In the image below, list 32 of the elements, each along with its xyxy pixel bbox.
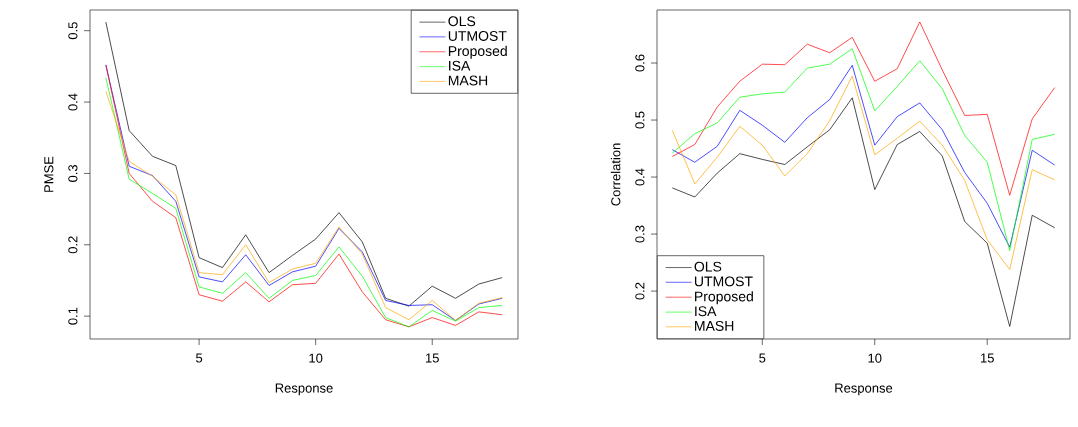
legend-label: OLS [448, 16, 476, 27]
line-series [671, 21, 1056, 196]
y-tick-label: 0.3 [68, 164, 78, 182]
y-axis-title: Correlation [610, 143, 621, 206]
x-tick-label: 5 [196, 353, 203, 363]
y-tick-label: 0.6 [635, 54, 645, 72]
x-tick-label: 10 [309, 353, 323, 363]
y-tick-label: 0.2 [68, 236, 78, 254]
x-tick-label: 10 [868, 353, 882, 363]
legend-label: ISA [449, 60, 471, 71]
x-axis-title: Response [835, 383, 893, 396]
y-axis-title: PMSE [44, 156, 54, 192]
legend-label: Proposed [695, 291, 753, 305]
y-tick-label: 0.2 [635, 282, 645, 300]
x-axis-title: Response [275, 383, 333, 396]
y-tick-label: 0.3 [635, 225, 645, 243]
x-tick-label: 5 [759, 353, 766, 363]
legend-label: ISA [695, 306, 717, 317]
y-tick-label: 0.1 [68, 307, 78, 325]
y-tick-label: 0.4 [68, 93, 78, 111]
y-tick-label: 0.5 [68, 22, 78, 40]
legend-label: MASH [695, 320, 734, 331]
line-series [671, 75, 1056, 270]
legend-label: OLS [694, 261, 722, 272]
legend-label: Proposed [448, 45, 507, 59]
legend-label: MASH [448, 75, 488, 86]
y-tick-label: 0.4 [635, 168, 645, 186]
x-tick-label: 15 [980, 353, 994, 363]
legend-label: UTMOST [448, 31, 507, 41]
y-tick-label: 0.5 [635, 111, 645, 129]
legend-label: UTMOST [694, 276, 753, 287]
x-tick-label: 15 [425, 353, 439, 363]
